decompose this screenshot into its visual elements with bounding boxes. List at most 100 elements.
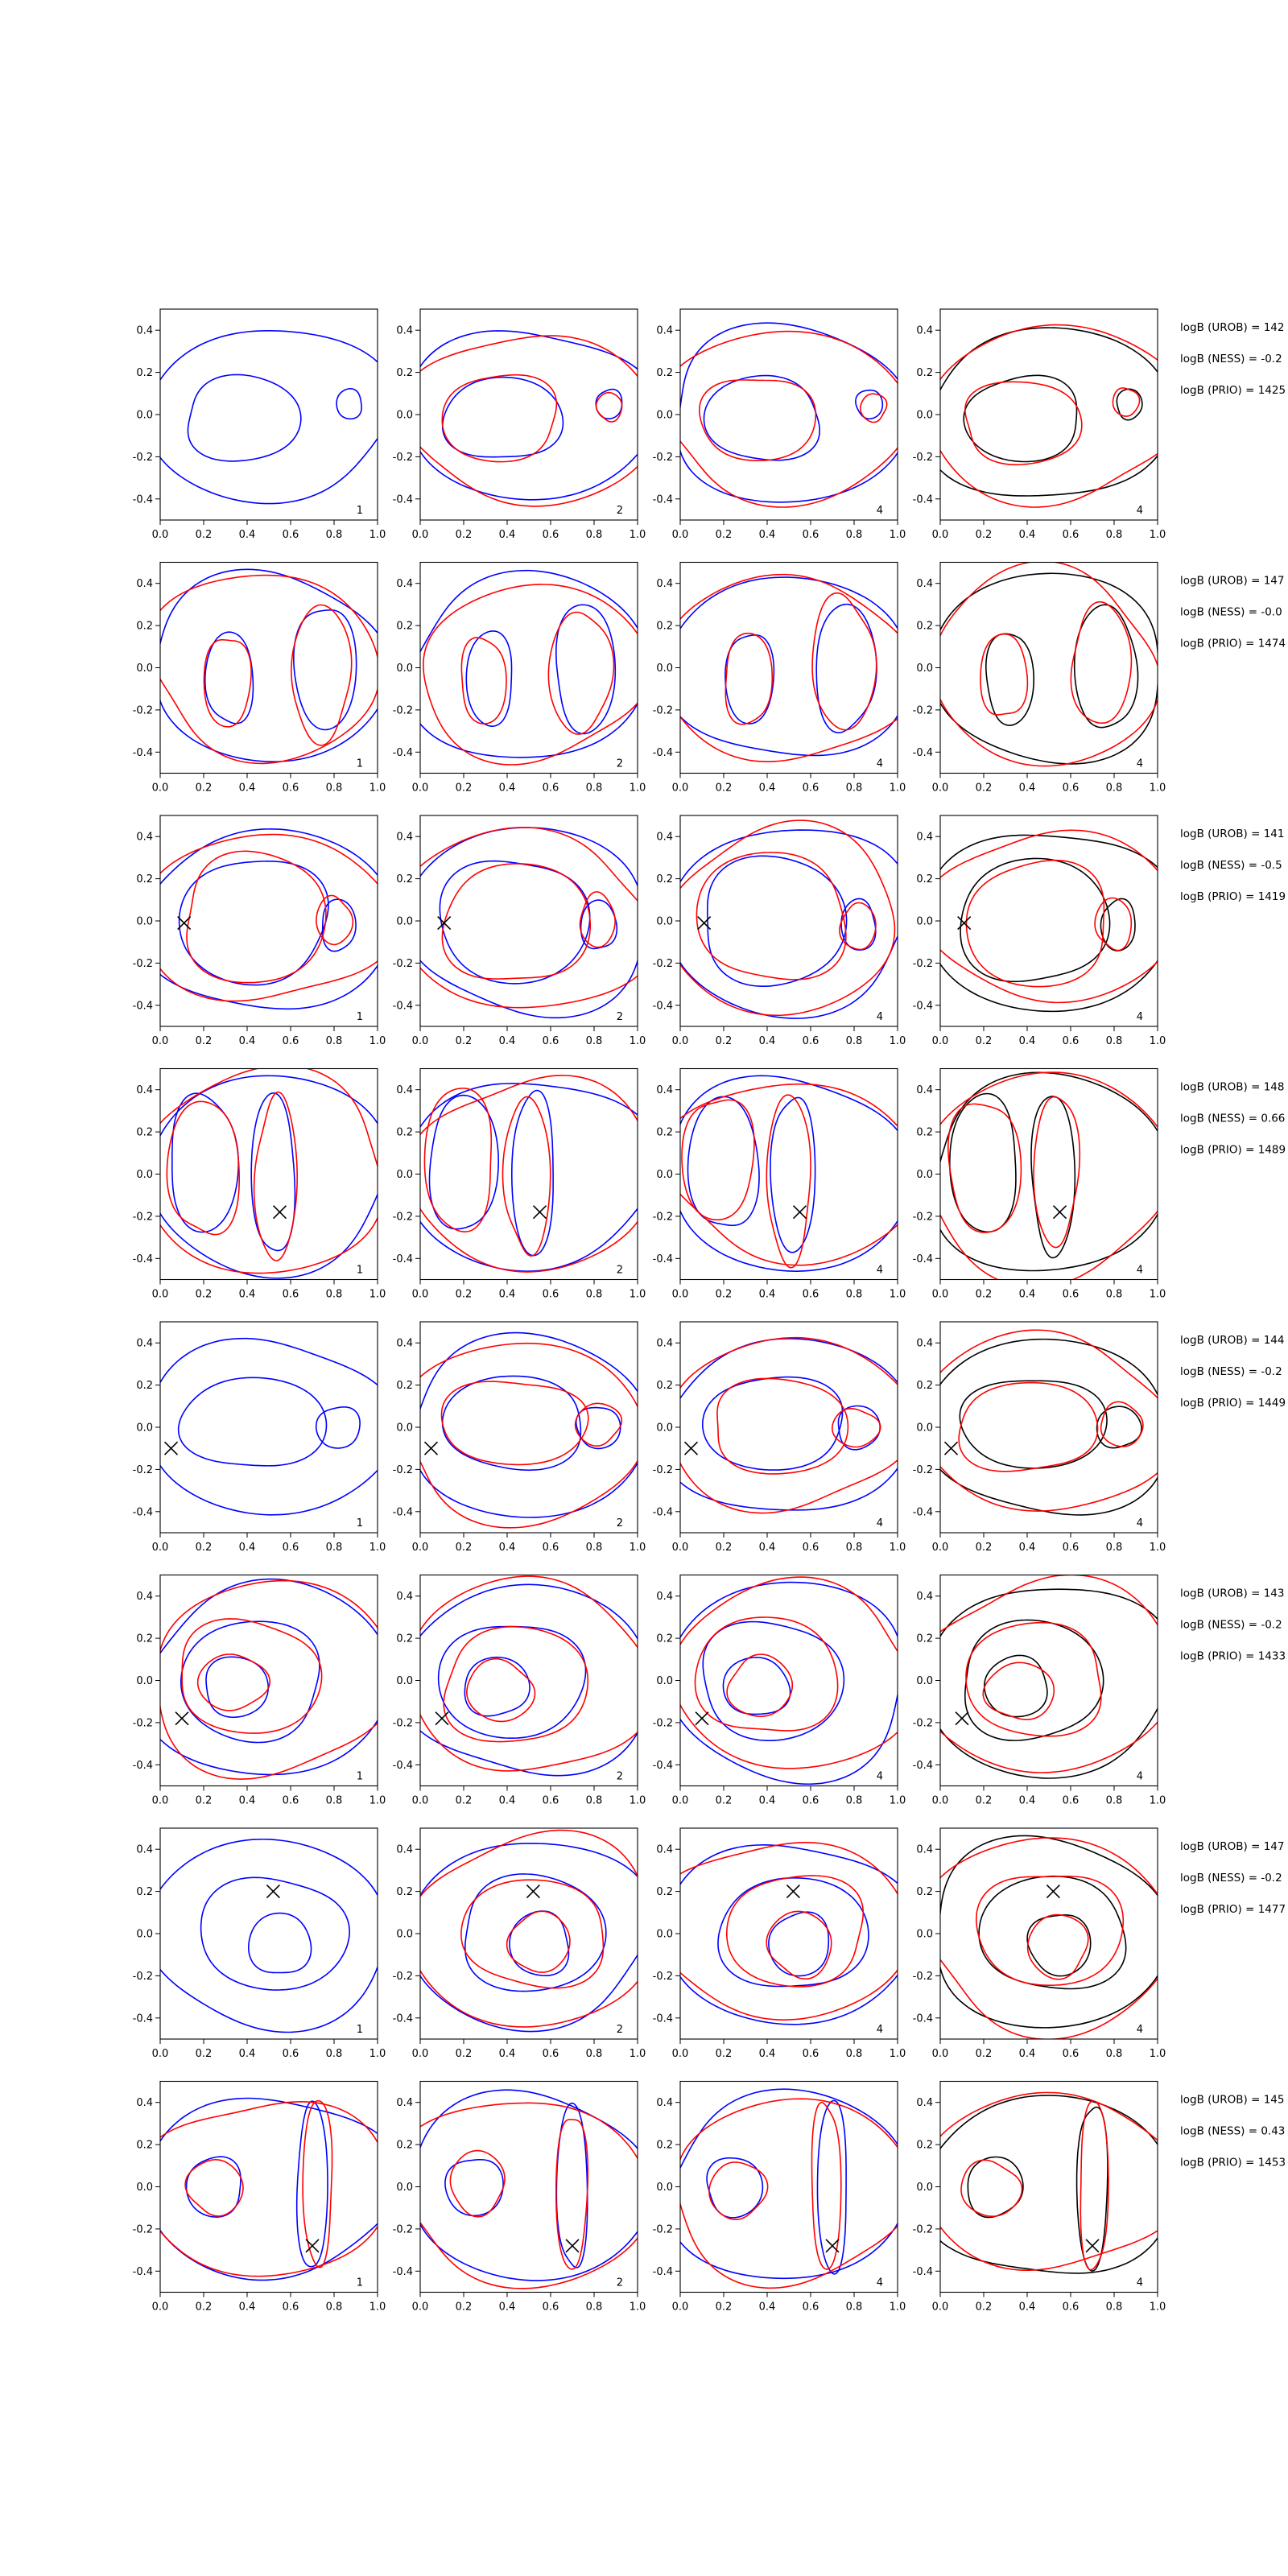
x-tick-label: 1.0 <box>630 782 646 795</box>
contour-blue <box>160 828 378 1010</box>
contour-red <box>420 2102 638 2289</box>
y-tick-label: -0.2 <box>913 1971 933 1983</box>
x-marker <box>683 1441 699 1455</box>
y-tick-label: -0.4 <box>913 2013 933 2025</box>
x-tick-label: 0.4 <box>759 782 776 795</box>
contour-blue <box>575 1406 621 1450</box>
y-tick-label: 0.2 <box>396 367 413 379</box>
axes-frame <box>159 308 378 521</box>
x-tick-label: 0.8 <box>586 2048 603 2060</box>
x-tick-label: 0.0 <box>152 2301 169 2314</box>
y-tick-label: 0.0 <box>916 916 933 928</box>
x-tick-label: 0.6 <box>543 1542 559 1554</box>
contour-blue <box>703 374 821 461</box>
x-marker <box>526 1885 540 1899</box>
x-tick-label: 0.4 <box>239 1795 256 1807</box>
y-tick-label: 0.2 <box>136 367 153 379</box>
contour-black <box>967 2156 1024 2219</box>
contour-red <box>859 393 888 423</box>
contour-red <box>940 1575 1158 1773</box>
y-tick-label: -0.2 <box>393 958 413 970</box>
x-tick-label: 0.6 <box>1063 1035 1080 1047</box>
y-tick-label: -0.4 <box>133 1760 153 1772</box>
panel-number-label: 1 <box>357 2024 363 2036</box>
y-tick-label: 0.4 <box>656 1844 673 1856</box>
y-tick-label: 0.4 <box>656 1338 673 1350</box>
panel-r7-c4: 0.4 0.2 0.0 -0.2 -0.4 0.0 0.2 0.4 0.6 0.8 1.0 4 <box>913 1827 1166 2060</box>
figure-row-4: 0.40.20.0-0.2-0.40.0 0.2 0.4 0.6 0.8 1.010.40… <box>133 1067 1286 1301</box>
x-tick-label: 0.0 <box>412 2048 429 2060</box>
contour-blue <box>707 855 848 988</box>
y-tick-label: -0.2 <box>653 1971 673 1983</box>
contour-red <box>420 827 638 1009</box>
contour-red <box>441 863 592 980</box>
contour-blue <box>420 2089 638 2281</box>
y-tick-label: 0.2 <box>396 1886 413 1898</box>
y-tick-label: 0.2 <box>396 873 413 886</box>
x-tick-label: 0.4 <box>239 782 256 795</box>
x-tick-label: 0.2 <box>456 1795 473 1807</box>
x-marker <box>565 2239 580 2253</box>
contour-lines <box>940 829 1158 1013</box>
y-tick-label: 0.2 <box>396 1127 413 1139</box>
y-tick-label: 0.0 <box>396 410 413 422</box>
y-tick-label: -0.4 <box>393 2013 413 2025</box>
contour-lines <box>420 330 638 507</box>
y-tick-label: -0.2 <box>133 452 153 464</box>
x-tick-label: 0.8 <box>586 2301 603 2314</box>
y-tick-label: 0.4 <box>396 2097 413 2109</box>
contour-black <box>1073 604 1139 729</box>
y-tick-label: 0.2 <box>136 1886 153 1898</box>
x-tick-label: 1.0 <box>1150 1795 1166 1807</box>
x-tick-label: 0.6 <box>803 1289 819 1301</box>
x-tick-label: 0.4 <box>239 1289 256 1301</box>
contour-lines <box>420 569 638 766</box>
contour-blue <box>293 609 357 731</box>
y-tick-label: 0.2 <box>656 1380 673 1392</box>
y-tick-label: -0.2 <box>653 2223 673 2235</box>
x-tick-label: 0.4 <box>759 529 776 541</box>
y-tick-label: -0.4 <box>133 1253 153 1265</box>
x-tick-label: 0.2 <box>716 782 733 795</box>
x-tick-label: 0.0 <box>932 2048 949 2060</box>
panel-number-label: 4 <box>877 1011 883 1023</box>
contour-red <box>940 1837 1158 2039</box>
y-tick-label: 0.4 <box>916 832 933 844</box>
contour-blue <box>680 1075 898 1272</box>
x-tick-label: 1.0 <box>369 1035 386 1047</box>
logb-annotation: logB (UROB) = 147 <box>1180 1840 1284 1853</box>
contour-black <box>963 374 1078 463</box>
panel-number-label: 1 <box>357 1517 363 1530</box>
y-tick-label: 0.2 <box>656 367 673 379</box>
contour-blue <box>204 631 254 724</box>
x-marker <box>1085 2239 1100 2253</box>
contour-blue <box>160 1075 378 1279</box>
contour-red <box>506 1910 571 1973</box>
y-tick-label: 0.4 <box>916 1084 933 1096</box>
x-tick-label: 0.8 <box>1106 2301 1123 2314</box>
x-tick-label: 0.8 <box>586 529 603 541</box>
x-tick-label: 0.6 <box>1063 529 1080 541</box>
x-tick-label: 0.6 <box>283 529 299 541</box>
y-tick-label: 0.0 <box>396 1169 413 1181</box>
y-tick-label: -0.4 <box>913 747 933 759</box>
x-marker <box>943 1441 959 1455</box>
x-tick-label: 0.0 <box>932 1542 949 1554</box>
y-tick-label: 0.0 <box>916 663 933 675</box>
y-tick-label: -0.4 <box>653 493 673 506</box>
panel-r8-c2: 0.4 0.2 0.0 -0.2 -0.4 0.0 0.2 0.4 0.6 0.8 1.0 2 <box>393 2080 646 2314</box>
x-tick-label: 0.8 <box>846 782 863 795</box>
contour-red <box>680 819 896 1017</box>
axes-frame <box>939 815 1158 1027</box>
x-marker <box>792 1205 807 1220</box>
contour-lines <box>940 2091 1158 2274</box>
y-tick-label: 0.0 <box>136 410 153 422</box>
panel-r6-c2: 0.4 0.2 0.0 -0.2 -0.4 0.0 0.2 0.4 0.6 0.8 1.0 2 <box>393 1574 646 1807</box>
x-tick-label: 0.0 <box>412 1289 429 1301</box>
panel-r8-c4: 0.4 0.2 0.0 -0.2 -0.4 0.0 0.2 0.4 0.6 0.8 1.0 4 <box>913 2080 1166 2314</box>
panel-r4-c4: 0.4 0.2 0.0 -0.2 -0.4 0.0 0.2 0.4 0.6 0.8 1.0 4 <box>913 1067 1166 1301</box>
x-tick-label: 1.0 <box>369 1289 386 1301</box>
x-tick-label: 0.6 <box>803 782 819 795</box>
x-tick-label: 0.8 <box>1106 2048 1123 2060</box>
y-tick-label: -0.4 <box>913 2266 933 2278</box>
